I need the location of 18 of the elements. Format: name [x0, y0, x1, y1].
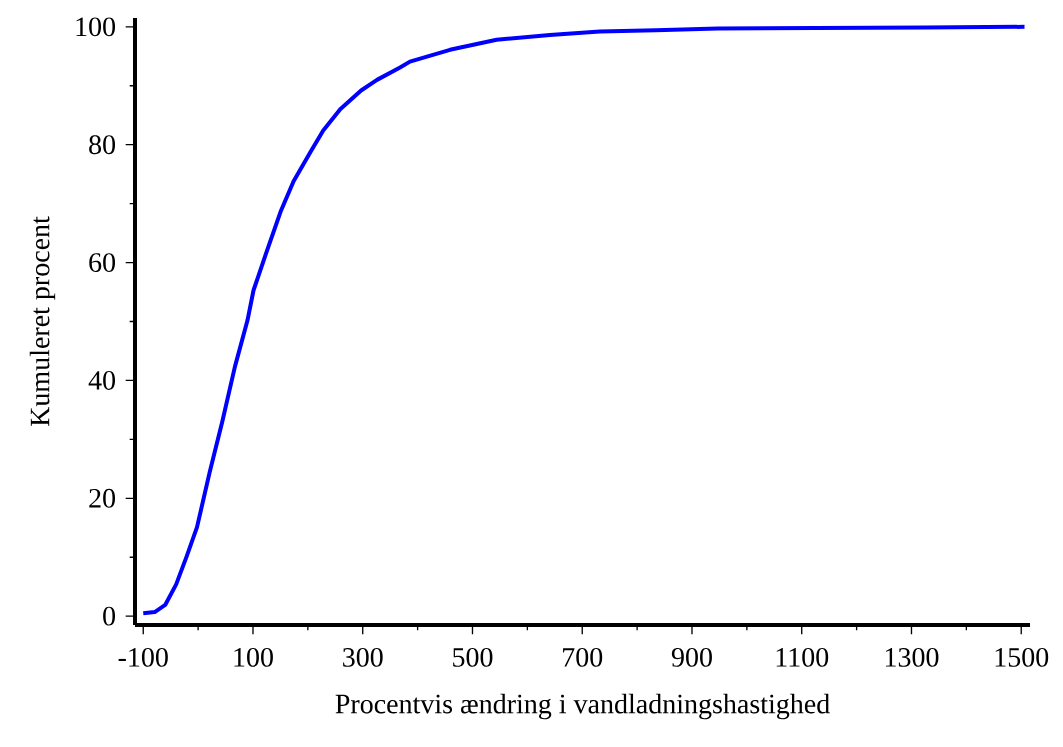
x-axis-title: Procentvis ændring i vandladningshastighed [335, 693, 830, 720]
x-tick-label: 1500 [995, 647, 1049, 667]
x-tick-label: -100 [118, 647, 168, 667]
x-tick-label: 300 [343, 647, 383, 667]
x-tick-label: 500 [453, 647, 493, 667]
x-tick-label: 1300 [885, 647, 939, 667]
y-tick-label: 100 [76, 17, 116, 37]
y-tick-label: 20 [89, 488, 116, 508]
y-tick-label: 60 [89, 253, 116, 273]
y-tick-label: 80 [89, 135, 116, 155]
x-tick-label: 1100 [776, 647, 829, 667]
x-tick-label: 700 [563, 647, 603, 667]
x-tick-label: 100 [234, 647, 273, 667]
x-tick-label: 900 [671, 647, 712, 667]
y-axis-title: Kumuleret procent [29, 216, 56, 427]
y-tick-label: 40 [88, 370, 116, 390]
y-tick-label: 0 [103, 606, 116, 626]
line-series [141, 24, 1027, 616]
